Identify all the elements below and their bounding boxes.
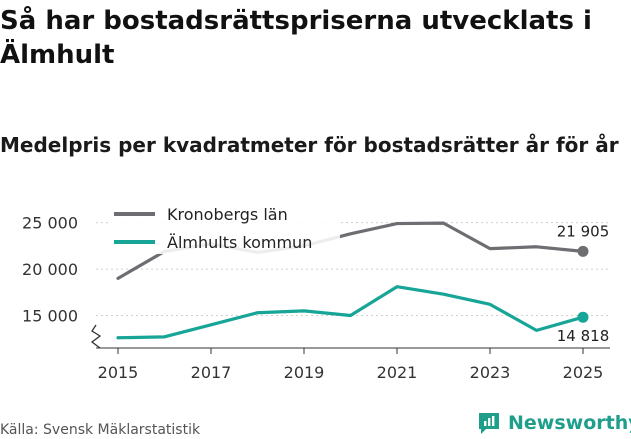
legend: Kronobergs län Älmhults kommun [108, 202, 340, 254]
series-line-1 [116, 285, 585, 340]
chart-subtitle: Medelpris per kvadratmeter för bostadsrä… [0, 133, 619, 157]
end-labels: 21 905 14 818 [557, 222, 610, 345]
brand-name: Newsworthy [508, 412, 631, 434]
x-tick-label-4: 2023 [470, 363, 511, 382]
source-note: Källa: Svensk Mäklarstatistik [0, 422, 201, 438]
x-tick-label-0: 2015 [98, 363, 139, 382]
x-tick-label-5: 2025 [563, 363, 604, 382]
chart-title: Så har bostadsrättspriserna utvecklats i… [0, 6, 592, 70]
y-tick-label-2: 25 000 [22, 214, 78, 233]
end-value-label-1: 14 818 [557, 327, 610, 345]
axis-break-mark [90, 324, 102, 349]
series-endpoint-0 [577, 245, 589, 257]
brand-logo[interactable]: Newsworthy [476, 408, 631, 438]
y-tick-label-0: 15 000 [22, 307, 78, 326]
series-endpoint-1 [577, 311, 589, 323]
newsworthy-icon [479, 413, 499, 434]
legend-label-1: Älmhults kommun [167, 233, 312, 252]
y-axis-ticks: 15 000 20 000 25 000 [22, 214, 78, 326]
legend-label-0: Kronobergs län [167, 205, 288, 224]
y-tick-label-1: 20 000 [22, 260, 78, 279]
x-tick-label-1: 2017 [191, 363, 232, 382]
end-value-label-0: 21 905 [557, 222, 610, 240]
x-tick-label-2: 2019 [284, 363, 325, 382]
x-axis: 2015 2017 2019 2021 2023 2025 [90, 324, 610, 382]
x-tick-label-3: 2021 [377, 363, 418, 382]
